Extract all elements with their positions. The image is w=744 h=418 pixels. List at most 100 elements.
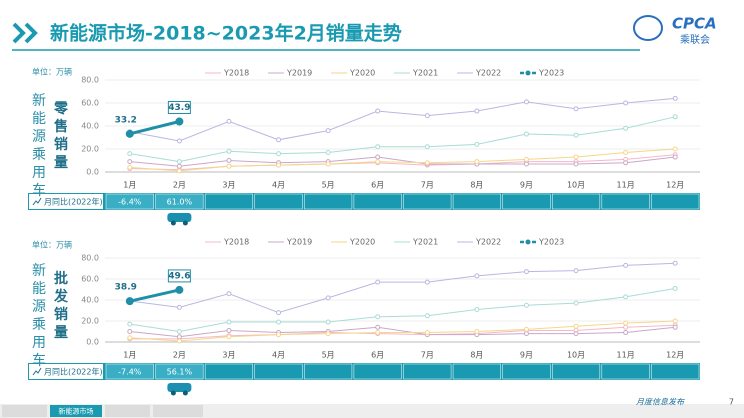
point [573,161,579,167]
point [623,100,629,106]
point [573,106,579,112]
point [127,164,133,170]
legend-label: Y2019 [286,69,312,78]
footer-tab[interactable] [2,405,47,417]
yoy-cell [204,363,254,380]
x-tick-label: 3月 [222,351,235,360]
chevron-icon [12,22,38,44]
yoy-cell [254,363,303,380]
point [672,318,678,324]
yoy-cell [502,363,551,380]
x-tick-label: 12月 [666,181,684,190]
x-tick-label: 9月 [520,351,533,360]
yoy-cell [552,193,601,210]
point [672,260,678,266]
legend-label: Y2018 [223,238,249,247]
y-tick-label: 80.0 [81,254,99,263]
series-line [129,287,676,333]
y-tick-label: 0.0 [86,338,99,347]
legend-label: Y2018 [223,69,249,78]
data-label: 33.2 [115,115,137,125]
point [672,285,678,291]
point [125,297,134,306]
point [672,146,678,152]
x-tick-label: 8月 [470,181,483,190]
series-line [129,148,676,172]
trend-icon [32,197,42,206]
legend-label: Y2020 [349,69,375,78]
yoy-value: 56.1% [167,368,193,377]
point [375,144,381,150]
point [573,323,579,329]
point [623,160,629,166]
footer-tab-label[interactable]: 新能源市场 [59,407,94,416]
yoy-cell [601,193,650,210]
legend-label: Y2022 [475,69,501,78]
x-tick-label: 11月 [617,181,635,190]
point [375,154,381,160]
legend-label: Y2019 [286,238,312,247]
series-line [129,156,676,167]
footer-tab[interactable] [50,405,102,417]
series-line [129,324,676,340]
series-line [129,326,676,338]
yoy-cell [552,363,601,380]
point [623,149,629,155]
x-tick-label: 12月 [666,351,684,360]
yoy-value: -6.4% [118,198,142,207]
point [523,302,529,308]
data-label: 38.9 [115,283,137,293]
point [375,330,381,336]
point [623,294,629,300]
subtitle: 批发销量 [54,271,68,341]
x-tick-label: 1月 [123,351,136,360]
trend-icon [32,367,42,376]
series-line [129,97,676,142]
series-line [129,116,676,163]
point [176,138,182,144]
point [573,331,579,337]
x-tick-label: 1月 [123,181,136,190]
point [176,163,182,169]
y-tick-label: 20.0 [81,145,99,154]
car-wheel [170,220,176,226]
car-wheel [170,390,176,396]
point [127,151,133,157]
point [276,310,282,316]
yoy-cell [452,193,501,210]
point [176,338,182,344]
yoy-cell [651,363,700,380]
point [176,159,182,165]
point [226,291,232,297]
yoy-label: 月同比(2022年) [44,197,103,207]
yoy-cell [353,193,402,210]
yoy-cell [353,363,402,380]
point [672,95,678,101]
series-line [129,320,676,342]
yoy-cell [155,193,204,210]
footer-tab[interactable] [153,405,203,417]
footer-tab[interactable] [105,405,150,417]
point [523,326,529,332]
x-tick-label: 4月 [272,181,285,190]
side-label: 新能源乘用车 [32,263,46,369]
car-icon [167,213,192,222]
point [226,148,232,154]
x-tick-label: 7月 [421,351,434,360]
point [573,300,579,306]
y-tick-label: 80.0 [81,76,99,85]
point [125,129,134,138]
point [325,331,331,337]
point [127,159,133,165]
point [523,331,529,337]
point [424,113,430,119]
point [523,99,529,105]
yoy-cell [304,193,353,210]
yoy-value: 61.0% [167,198,193,207]
yoy-value: -7.4% [118,368,142,377]
data-label: 43.9 [168,103,190,113]
x-tick-label: 6月 [371,351,384,360]
y-tick-label: 40.0 [81,122,99,131]
point [623,125,629,131]
